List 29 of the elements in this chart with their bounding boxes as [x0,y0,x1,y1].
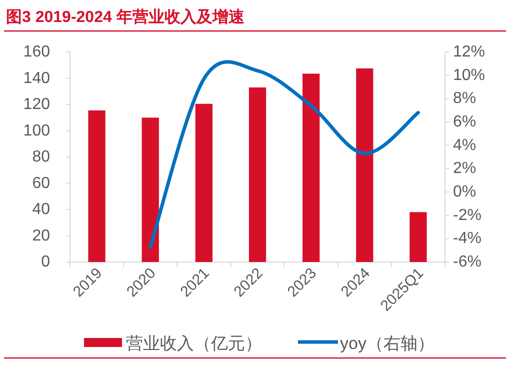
y2-tick-label: 12% [453,44,486,60]
bar [248,87,266,262]
y2-tick-label: -4% [453,230,482,248]
y-tick-label: 140 [23,70,50,87]
y-tick-label: 40 [32,201,50,218]
bar [195,104,212,262]
y-tick-label: 0 [41,254,50,270]
y-tick-label: 60 [32,174,50,192]
y2-tick-label: 6% [453,114,476,130]
legend-label: 营业收入（亿元） [126,334,262,353]
y-tick-label: 120 [23,96,50,113]
y2-tick-label: -2% [453,206,482,224]
bar [356,68,374,262]
y2-tick-label: 2% [453,160,476,178]
y-tick-label: 100 [23,122,50,140]
chart-title: 图3 2019-2024 年营业收入及增速 [6,8,246,26]
y-tick-label: 80 [32,148,50,166]
y2-tick-label: 8% [453,90,476,108]
y2-tick-label: 10% [453,66,486,84]
legend-label: yoy（右轴） [340,334,434,353]
y2-tick-label: -6% [453,254,482,270]
y-tick-label: 160 [23,44,50,60]
y-tick-label: 20 [32,227,50,244]
bar [88,110,106,262]
bar [142,118,159,262]
y2-tick-label: 0% [453,184,476,200]
y2-tick-label: 4% [453,136,476,154]
bar [410,212,427,262]
bar [302,74,320,262]
